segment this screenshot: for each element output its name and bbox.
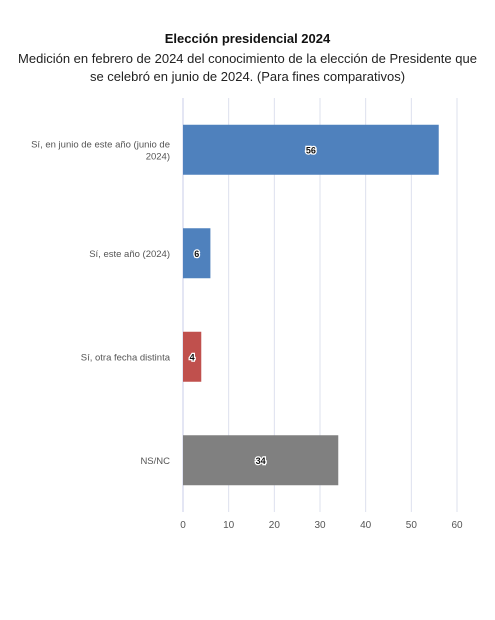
category-label-line: Sí, otra fecha distinta — [81, 352, 171, 363]
bar — [183, 331, 202, 382]
category-label: Sí, otra fecha distinta — [81, 352, 171, 363]
category-label: NS/NC — [140, 456, 170, 467]
data-label: 4 — [190, 352, 195, 362]
chart-title-block: Elección presidencial 2024 Medición en f… — [0, 30, 495, 86]
x-tick-label: 40 — [360, 520, 372, 531]
category-label-line: Sí, en junio de este año (junio de — [31, 139, 170, 150]
x-tick-label: 10 — [223, 520, 235, 531]
category-label: Sí, este año (2024) — [89, 249, 170, 260]
bar — [183, 124, 439, 175]
chart-subtitle: Medición en febrero de 2024 del conocimi… — [18, 51, 477, 84]
category-label-line: NS/NC — [140, 456, 170, 467]
x-tick-label: 60 — [451, 520, 463, 531]
x-tick-label: 0 — [180, 520, 186, 531]
bar — [183, 228, 211, 279]
data-label: 34 — [256, 456, 266, 466]
bar — [183, 435, 339, 486]
data-label: 56 — [306, 145, 316, 155]
category-label: Sí, en junio de este año (junio de 2024) — [31, 139, 170, 162]
category-label-line: Sí, este año (2024) — [89, 249, 170, 260]
x-tick-label: 30 — [314, 520, 326, 531]
x-tick-label: 20 — [269, 520, 281, 531]
data-label: 6 — [194, 249, 199, 259]
chart-title: Elección presidencial 2024 — [164, 31, 331, 46]
category-label-line: 2024) — [146, 151, 170, 162]
x-tick-label: 50 — [406, 520, 418, 531]
